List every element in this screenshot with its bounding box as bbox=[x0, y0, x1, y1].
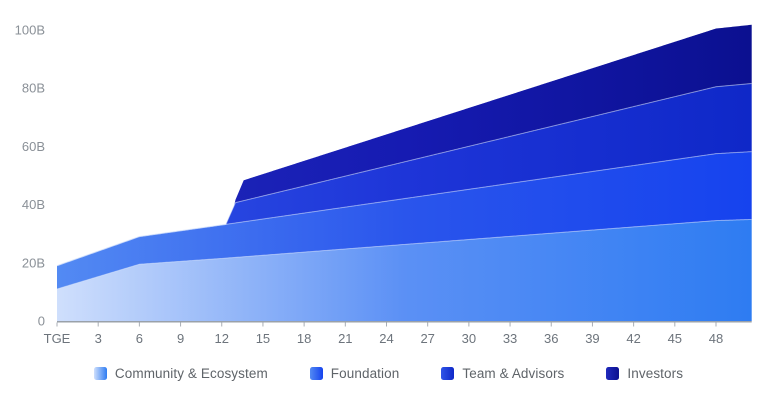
legend-item-team[interactable]: Team & Advisors bbox=[441, 366, 564, 381]
area-band-team-advisors bbox=[57, 83, 752, 266]
area-band-investors bbox=[57, 24, 752, 266]
x-tick-label: 15 bbox=[256, 331, 270, 346]
x-tick-label: 18 bbox=[297, 331, 311, 346]
x-tick-label: 9 bbox=[177, 331, 184, 346]
x-tick-label: 6 bbox=[136, 331, 143, 346]
x-tick-label: 36 bbox=[544, 331, 558, 346]
x-tick-label: 33 bbox=[503, 331, 517, 346]
y-tick-label: 40B bbox=[22, 197, 45, 212]
legend-label-foundation: Foundation bbox=[330, 366, 400, 381]
team-swatch-icon bbox=[441, 367, 455, 380]
stacked-area-bands bbox=[57, 24, 752, 321]
band-boundary-line bbox=[56, 83, 752, 267]
x-tick-label: 48 bbox=[709, 331, 723, 346]
area-band-community-ecosystem bbox=[57, 219, 752, 321]
band-boundary-lines bbox=[56, 83, 752, 290]
x-tick-label: TGE bbox=[44, 331, 71, 346]
y-tick-label: 60B bbox=[22, 139, 45, 154]
legend-item-investors[interactable]: Investors bbox=[606, 366, 683, 381]
legend-item-community[interactable]: Community & Ecosystem bbox=[93, 366, 268, 381]
investors-swatch-icon bbox=[606, 367, 620, 380]
legend-label-community: Community & Ecosystem bbox=[114, 366, 268, 381]
band-boundary-line bbox=[56, 218, 752, 290]
x-tick-label: 27 bbox=[420, 331, 434, 346]
x-tick-label: 12 bbox=[215, 331, 229, 346]
x-tick-label: 21 bbox=[338, 331, 352, 346]
legend-label-team: Team & Advisors bbox=[462, 366, 565, 381]
chart-legend: Community & Ecosystem Foundation Team & … bbox=[0, 366, 777, 381]
foundation-swatch-icon bbox=[309, 367, 323, 380]
x-tick-label: 30 bbox=[462, 331, 476, 346]
y-tick-label: 80B bbox=[22, 81, 45, 96]
x-tick-label: 3 bbox=[95, 331, 102, 346]
community-swatch-icon bbox=[93, 367, 107, 380]
y-axis-labels: 0 20B 40B 60B 80B 100B bbox=[15, 23, 45, 329]
y-tick-label: 100B bbox=[15, 23, 45, 38]
x-axis-labels: TGE 3 6 9 12 15 18 21 24 27 30 33 36 39 42 45 48 bbox=[44, 331, 724, 346]
x-tick-label: 39 bbox=[585, 331, 599, 346]
x-tick-label: 45 bbox=[668, 331, 682, 346]
y-tick-label: 0 bbox=[38, 314, 45, 329]
x-tick-label: 24 bbox=[379, 331, 393, 346]
x-axis bbox=[56, 321, 752, 327]
area-band-foundation bbox=[57, 151, 752, 289]
y-tick-label: 20B bbox=[22, 255, 45, 270]
x-tick-label: 42 bbox=[626, 331, 640, 346]
legend-label-investors: Investors bbox=[627, 366, 684, 381]
legend-item-foundation[interactable]: Foundation bbox=[309, 366, 400, 381]
